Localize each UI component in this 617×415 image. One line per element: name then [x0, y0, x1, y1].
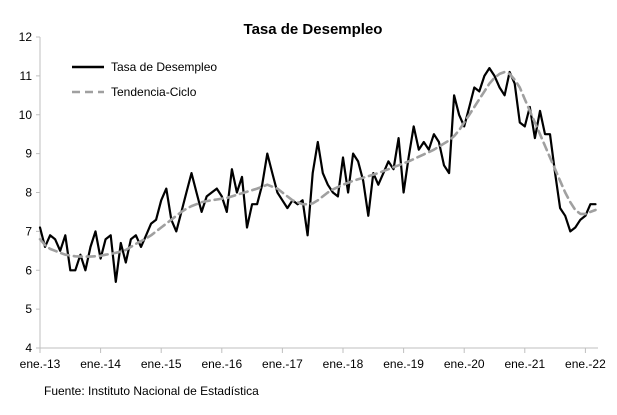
y-tick-label: 9 [25, 147, 32, 161]
series-line-tasa [38, 66, 597, 283]
legend-label-tasa: Tasa de Desempleo [111, 60, 217, 74]
legend: Tasa de Desempleo Tendencia-Ciclo [72, 60, 217, 99]
axes: 4 5 6 7 8 9 10 11 12 ene.-13 ene.-14 ene.-15 ene.-16… [19, 30, 606, 371]
x-tick-label: ene.-18 [323, 357, 364, 371]
x-tick-label: ene.-19 [383, 357, 424, 371]
y-tick-label: 5 [25, 302, 32, 316]
x-tick-label: ene.-14 [80, 357, 121, 371]
unemployment-chart: Tasa de Desempleo 4 5 6 7 8 9 10 11 12 ene.-13 ene… [19, 21, 606, 371]
y-tick-label: 10 [19, 108, 33, 122]
x-tick-label: ene.-22 [565, 357, 606, 371]
y-tick-label: 6 [25, 263, 32, 277]
y-tick-label: 12 [19, 30, 33, 44]
x-tick-label: ene.-15 [141, 357, 182, 371]
series-line-tendencia [38, 70, 597, 258]
y-tick-label: 8 [25, 186, 32, 200]
legend-label-tendencia: Tendencia-Ciclo [111, 85, 197, 99]
series-layer [38, 66, 597, 283]
source-note: Fuente: Instituto Nacional de Estadístic… [44, 384, 259, 398]
chart-title: Tasa de Desempleo [244, 21, 383, 38]
x-tick-label: ene.-17 [262, 357, 303, 371]
y-tick-label: 7 [25, 224, 32, 238]
x-tick-label: ene.-16 [201, 357, 242, 371]
x-tick-label: ene.-21 [504, 357, 545, 371]
y-tick-label: 11 [20, 69, 33, 83]
x-tick-label: ene.-20 [444, 357, 485, 371]
x-tick-label: ene.-13 [20, 357, 61, 371]
y-tick-label: 4 [25, 341, 32, 355]
